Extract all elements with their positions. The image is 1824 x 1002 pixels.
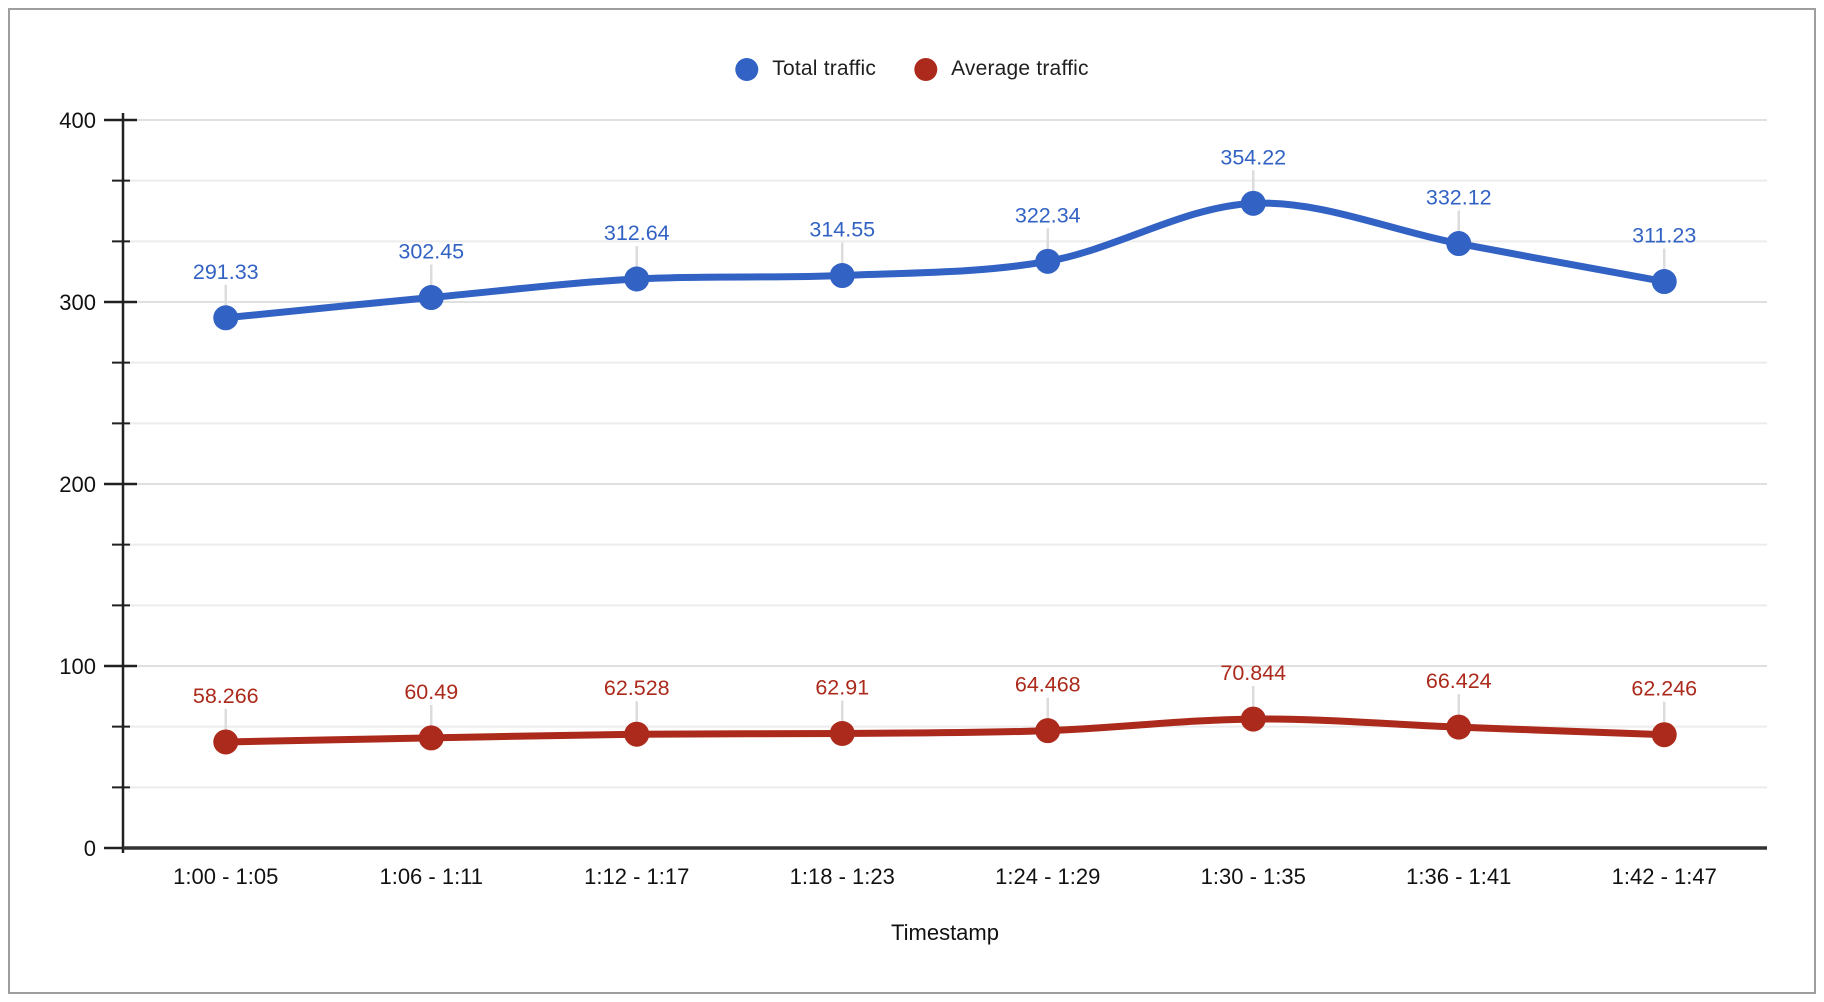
svg-text:200: 200 — [59, 472, 96, 497]
card-border — [8, 8, 1816, 994]
svg-text:1:36 - 1:41: 1:36 - 1:41 — [1406, 864, 1511, 889]
legend-label-total-traffic: Total traffic — [772, 57, 877, 80]
svg-text:312.64: 312.64 — [604, 221, 670, 245]
svg-text:64.468: 64.468 — [1015, 673, 1081, 697]
svg-text:62.246: 62.246 — [1631, 677, 1697, 701]
chart-legend: Total traffic Average traffic — [735, 57, 1089, 81]
svg-text:62.528: 62.528 — [604, 676, 670, 700]
svg-text:311.23: 311.23 — [1632, 224, 1696, 248]
legend-swatch-average-traffic-icon — [914, 57, 938, 81]
svg-text:322.34: 322.34 — [1015, 203, 1081, 227]
svg-text:354.22: 354.22 — [1220, 145, 1286, 169]
svg-text:66.424: 66.424 — [1426, 669, 1492, 693]
svg-text:314.55: 314.55 — [809, 218, 875, 242]
svg-text:1:18 - 1:23: 1:18 - 1:23 — [790, 864, 895, 889]
legend-label-average-traffic: Average traffic — [951, 57, 1089, 80]
legend-swatch-total-traffic-icon — [735, 57, 759, 81]
svg-text:1:42 - 1:47: 1:42 - 1:47 — [1612, 864, 1717, 889]
svg-text:0: 0 — [84, 836, 96, 861]
svg-text:70.844: 70.844 — [1220, 661, 1286, 685]
svg-text:302.45: 302.45 — [398, 240, 464, 264]
svg-text:1:06 - 1:11: 1:06 - 1:11 — [379, 864, 483, 889]
svg-text:1:12 - 1:17: 1:12 - 1:17 — [584, 864, 689, 889]
legend-item-total-traffic[interactable]: Total traffic — [735, 57, 876, 81]
svg-text:Timestamp: Timestamp — [891, 920, 999, 945]
svg-text:332.12: 332.12 — [1426, 186, 1492, 210]
svg-text:100: 100 — [59, 654, 96, 679]
svg-text:1:24 - 1:29: 1:24 - 1:29 — [995, 864, 1100, 889]
svg-text:58.266: 58.266 — [193, 684, 259, 708]
legend-item-average-traffic[interactable]: Average traffic — [914, 57, 1089, 81]
svg-text:62.91: 62.91 — [815, 676, 869, 700]
svg-text:291.33: 291.33 — [193, 260, 259, 284]
svg-text:1:30 - 1:35: 1:30 - 1:35 — [1201, 864, 1306, 889]
svg-text:300: 300 — [59, 290, 96, 315]
svg-text:400: 400 — [59, 108, 96, 133]
svg-text:60.49: 60.49 — [404, 680, 458, 704]
svg-text:1:00 - 1:05: 1:00 - 1:05 — [173, 864, 278, 889]
